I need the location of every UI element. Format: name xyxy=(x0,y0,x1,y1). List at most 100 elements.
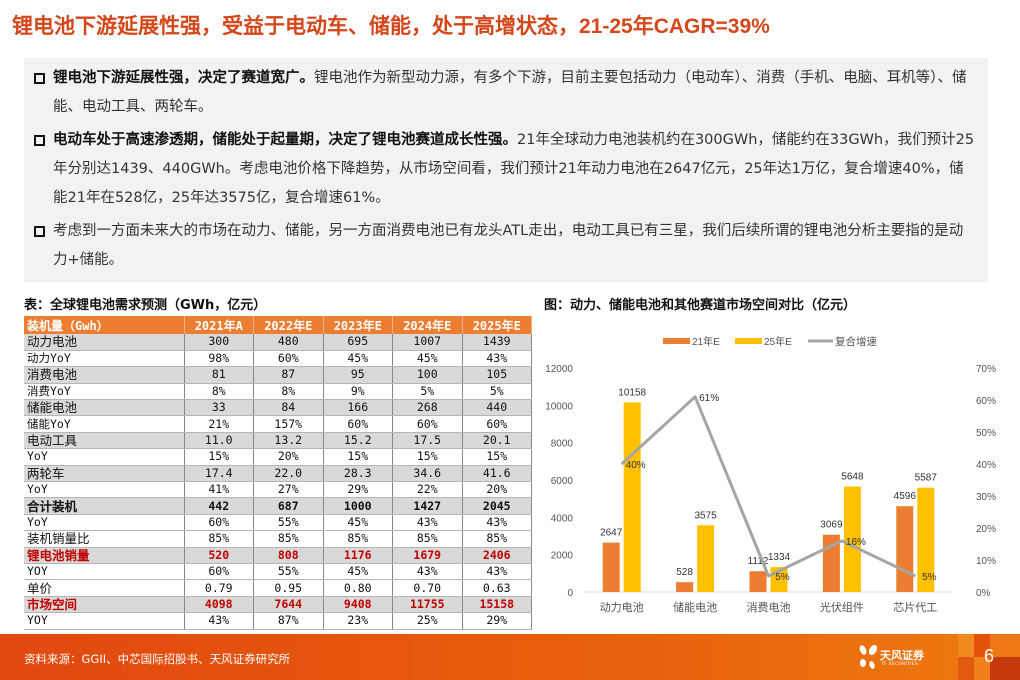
table-cell: 45% xyxy=(323,514,393,532)
row-label: YOY xyxy=(24,612,185,630)
table-cell: 0.80 xyxy=(323,579,393,597)
bar-value-label: 4596 xyxy=(894,491,917,502)
row-label: 储能YoY xyxy=(24,415,185,433)
table-cell: 29% xyxy=(323,481,393,499)
y-left-tick: 0 xyxy=(567,588,573,599)
bar-value-label: 3069 xyxy=(820,520,843,531)
row-label: YOY xyxy=(24,563,185,581)
page-title: 锂电池下游延展性强，受益于电动车、储能，处于高增状态，21-25年CAGR=39… xyxy=(12,15,770,38)
table-cell: 45% xyxy=(323,350,393,368)
table-cell: 0.95 xyxy=(253,579,324,597)
bar-21e xyxy=(676,582,694,592)
table-row: 储能YoY 21% 157% 60% 60% 60% xyxy=(24,415,532,433)
table-cell: 95 xyxy=(323,366,393,384)
legend-swatch-25e xyxy=(735,338,762,344)
table-cell: 29% xyxy=(462,612,532,630)
table-row: 储能电池 33 84 166 268 440 xyxy=(24,399,532,417)
bar-25e xyxy=(697,525,715,592)
y-left-tick: 4000 xyxy=(551,513,574,524)
table-cell: 687 xyxy=(253,497,324,515)
table-row: 电动工具 11.0 13.2 15.2 17.5 20.1 xyxy=(24,432,532,450)
table-cell: 45% xyxy=(392,350,463,368)
column-header: 2021年A xyxy=(184,316,254,334)
table-cell: 5% xyxy=(462,383,532,401)
y-right-tick: 40% xyxy=(976,460,996,471)
table-row: 动力YoY 98% 60% 45% 45% 43% xyxy=(24,350,532,368)
cagr-line xyxy=(620,395,916,578)
table-cell: 34.6 xyxy=(392,465,463,483)
table-cell: 85% xyxy=(323,530,393,548)
table-cell: 15% xyxy=(462,448,532,466)
table-cell: 15158 xyxy=(462,596,532,614)
bar-21e xyxy=(602,542,620,592)
y-right-tick: 70% xyxy=(976,364,996,375)
table-cell: 84 xyxy=(253,399,324,417)
table-cell: 157% xyxy=(253,415,324,433)
table-cell: 100 xyxy=(392,366,463,384)
table-header-row: 装机量（Gwh） 2021年A 2022年E 2023年E 2024年E 2025年E xyxy=(24,316,532,334)
table-cell: 9% xyxy=(323,383,393,401)
table-cell: 43% xyxy=(392,514,463,532)
table-cell: 60% xyxy=(184,563,254,581)
row-label: 动力电池 xyxy=(24,334,185,351)
table-row: 单价 0.79 0.95 0.80 0.70 0.63 xyxy=(24,579,532,597)
logo-name: 天风证券 xyxy=(880,649,924,662)
bar-25e xyxy=(623,402,641,592)
table-cell: 166 xyxy=(323,399,393,417)
column-header: 2022年E xyxy=(253,316,324,334)
table-cell: 15.2 xyxy=(323,432,393,450)
table-cell: 33 xyxy=(184,399,254,417)
decorative-tiles xyxy=(958,634,1020,680)
table-cell: 1000 xyxy=(323,497,393,515)
y-left-tick: 8000 xyxy=(551,439,574,450)
table-cell: 43% xyxy=(462,563,532,581)
logo-subtitle: TF SECURITIES xyxy=(881,662,919,667)
table-cell: 60% xyxy=(462,415,532,433)
y-right-tick: 30% xyxy=(976,492,996,503)
summary-bullet: 锂电池下游延展性强，决定了赛道宽广。锂电池作为新型动力源，有多个下游，目前主要包… xyxy=(34,64,976,122)
table-row: YOY 43% 87% 23% 25% 29% xyxy=(24,612,532,630)
source-note: 资料来源：GGII、中芯国际招股书、天风证券研究所 xyxy=(24,652,291,666)
table-cell: 1176 xyxy=(323,547,393,564)
table-cell: 480 xyxy=(253,334,324,351)
y-right-tick: 20% xyxy=(976,524,996,535)
y-right-tick: 0% xyxy=(976,588,991,599)
bar-25e xyxy=(843,486,861,592)
square-bullet-icon xyxy=(34,135,45,146)
table-cell: 22% xyxy=(392,481,463,499)
row-label: 消费YoY xyxy=(24,383,185,401)
table-row: 合计装机 442 687 1000 1427 2045 xyxy=(24,497,532,515)
bullet-heading: 锂电池下游延展性强，决定了赛道宽广。 xyxy=(53,70,314,86)
row-label: YoY xyxy=(24,481,185,499)
table-cell: 440 xyxy=(462,399,532,417)
column-header: 装机量（Gwh） xyxy=(24,316,185,334)
market-space-chart: 21年E 25年E 复合增速 0 2000 4000 6000 8000 10000 12000 0… xyxy=(540,320,1010,620)
table-cell: 85% xyxy=(392,530,463,548)
table-row: 两轮车 17.4 22.0 28.3 34.6 41.6 xyxy=(24,465,532,483)
table-cell: 442 xyxy=(184,497,254,515)
table-row: YoY 15% 20% 15% 15% 15% xyxy=(24,448,532,466)
column-header: 2024年E xyxy=(392,316,463,334)
table-cell: 20% xyxy=(462,481,532,499)
bullet-text: 21年全球动力电池装机约在300GWh，储能约在33GWh，我们预计25年分别达… xyxy=(53,132,975,206)
table-cell: 2045 xyxy=(462,497,532,515)
table-cell: 8% xyxy=(253,383,324,401)
table-cell: 55% xyxy=(253,563,324,581)
tf-securities-logo: 天风证券 TF SECURITIES xyxy=(858,644,948,672)
column-header: 2023年E xyxy=(323,316,393,334)
x-category-label: 消费电池 xyxy=(747,600,791,614)
table-cell: 20.1 xyxy=(462,432,532,450)
table-cell: 87 xyxy=(253,366,324,384)
table-cell: 22.0 xyxy=(253,465,324,483)
table-cell: 0.79 xyxy=(184,579,254,597)
y-left-tick: 10000 xyxy=(545,401,573,412)
table-row: YoY 41% 27% 29% 22% 20% xyxy=(24,481,532,499)
summary-bullet: 电动车处于高速渗透期，储能处于起量期，决定了锂电池赛道成长性强。21年全球动力电… xyxy=(34,126,976,213)
table-cell: 85% xyxy=(462,530,532,548)
table-cell: 43% xyxy=(462,350,532,368)
x-category-label: 芯片代工 xyxy=(893,600,937,614)
bar-value-label: 2647 xyxy=(600,528,623,539)
bar-value-label: 5648 xyxy=(841,472,864,483)
cagr-value-label: 5% xyxy=(775,572,790,583)
table-cell: 0.70 xyxy=(392,579,463,597)
